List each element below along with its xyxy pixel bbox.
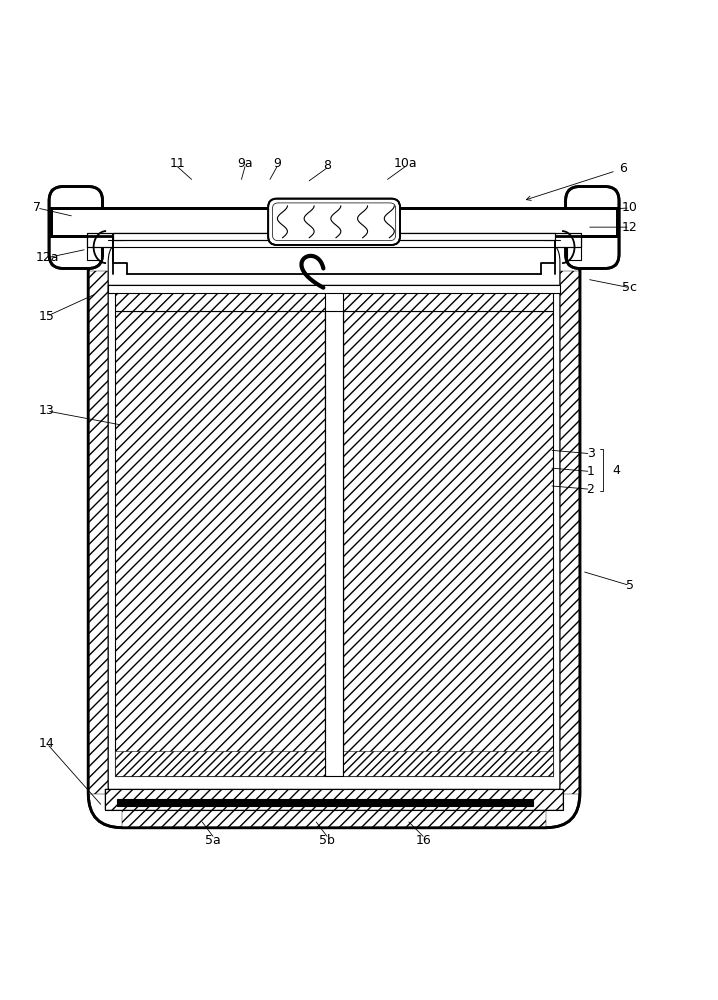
Text: 13: 13 (39, 404, 55, 417)
Bar (114, 234, 554, 239)
Bar (113, 233, 555, 240)
Bar (116, 311, 325, 776)
Text: 3: 3 (587, 447, 595, 460)
Bar (51, 208, 617, 236)
Text: 11: 11 (169, 157, 185, 170)
Bar (117, 799, 533, 806)
Text: 2: 2 (587, 483, 595, 496)
Bar (106, 789, 563, 810)
Bar (108, 285, 560, 293)
Text: 5a: 5a (205, 834, 221, 847)
Bar (567, 237, 582, 260)
Bar (87, 233, 582, 247)
Bar (116, 291, 325, 311)
Text: 9: 9 (273, 157, 281, 170)
Bar (87, 233, 582, 247)
Text: 8: 8 (323, 159, 331, 172)
Text: 15: 15 (39, 310, 55, 323)
Bar (116, 291, 325, 311)
Bar (87, 237, 101, 260)
FancyBboxPatch shape (49, 187, 103, 268)
FancyBboxPatch shape (268, 199, 400, 245)
Text: 10: 10 (622, 201, 638, 214)
Bar (123, 808, 546, 828)
Text: 16: 16 (415, 834, 431, 847)
Text: 5: 5 (625, 579, 634, 592)
Bar (88, 271, 108, 794)
Text: 4: 4 (612, 464, 620, 477)
Bar (108, 285, 560, 293)
Text: 12a: 12a (35, 251, 59, 264)
Bar (106, 789, 563, 810)
Bar (568, 189, 617, 266)
Bar (325, 311, 343, 776)
FancyBboxPatch shape (566, 187, 619, 268)
Bar (52, 209, 615, 235)
Bar (343, 311, 553, 776)
Text: 5c: 5c (623, 281, 638, 294)
FancyBboxPatch shape (88, 236, 580, 828)
Text: 7: 7 (33, 201, 41, 214)
Bar (343, 291, 553, 311)
Text: 1: 1 (587, 465, 595, 478)
Bar (51, 208, 617, 236)
Bar (113, 234, 555, 274)
Bar (116, 311, 325, 776)
Bar (113, 233, 555, 240)
Text: 6: 6 (526, 162, 627, 200)
Bar (560, 271, 580, 794)
Bar (51, 189, 101, 266)
Text: 5b: 5b (319, 834, 335, 847)
Bar (343, 311, 553, 776)
Bar (116, 751, 325, 776)
Text: 10a: 10a (393, 157, 417, 170)
Bar (343, 751, 553, 776)
Bar (343, 291, 553, 311)
Bar (88, 234, 581, 246)
Text: 14: 14 (39, 737, 55, 750)
Text: 9a: 9a (237, 157, 253, 170)
Text: 12: 12 (622, 221, 638, 234)
